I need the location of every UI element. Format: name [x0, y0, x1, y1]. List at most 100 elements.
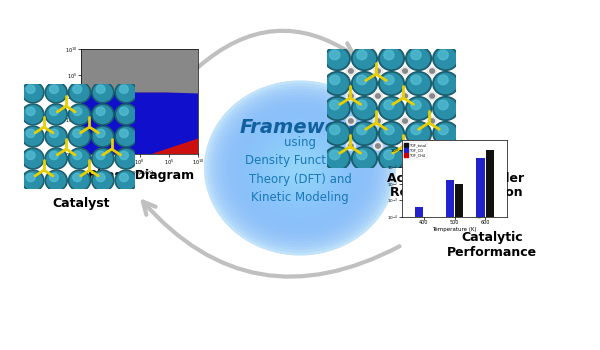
Circle shape — [430, 144, 434, 148]
Circle shape — [373, 142, 382, 150]
Ellipse shape — [207, 83, 393, 253]
Circle shape — [384, 50, 394, 60]
Circle shape — [45, 148, 67, 169]
Circle shape — [373, 67, 382, 75]
Circle shape — [435, 74, 457, 93]
Circle shape — [23, 150, 43, 168]
Circle shape — [438, 100, 448, 110]
Circle shape — [116, 106, 136, 124]
Circle shape — [50, 107, 58, 116]
Ellipse shape — [228, 102, 372, 234]
Circle shape — [68, 104, 91, 125]
Circle shape — [23, 172, 43, 190]
Circle shape — [326, 74, 348, 93]
Text: Catalytic
Performance: Catalytic Performance — [447, 231, 537, 259]
Ellipse shape — [210, 86, 390, 250]
Circle shape — [70, 106, 89, 124]
Circle shape — [401, 117, 410, 125]
Circle shape — [435, 48, 457, 69]
Circle shape — [411, 125, 421, 135]
Legend: TOF_total, TOF_CO, TOF_CH4: TOF_total, TOF_CO, TOF_CH4 — [404, 142, 427, 159]
Circle shape — [346, 67, 355, 75]
Circle shape — [94, 83, 112, 102]
Circle shape — [352, 121, 377, 145]
Circle shape — [96, 107, 105, 116]
Circle shape — [352, 97, 377, 120]
Bar — [415, 207, 424, 217]
Ellipse shape — [243, 116, 357, 220]
Circle shape — [407, 48, 430, 69]
Ellipse shape — [263, 135, 337, 201]
Circle shape — [22, 104, 44, 125]
Circle shape — [438, 125, 448, 135]
X-axis label: $P_{CO_2}(bar)$: $P_{CO_2}(bar)$ — [125, 168, 154, 178]
Ellipse shape — [260, 132, 340, 204]
Ellipse shape — [254, 127, 346, 209]
Circle shape — [26, 173, 35, 182]
Circle shape — [116, 127, 136, 146]
Circle shape — [438, 75, 448, 85]
Circle shape — [428, 67, 437, 75]
Circle shape — [329, 100, 340, 110]
Ellipse shape — [204, 80, 396, 256]
Circle shape — [92, 126, 114, 147]
Circle shape — [380, 98, 403, 119]
Circle shape — [428, 92, 437, 100]
Circle shape — [411, 100, 421, 110]
Circle shape — [115, 82, 137, 103]
Polygon shape — [81, 93, 198, 154]
Circle shape — [47, 150, 65, 168]
Circle shape — [353, 123, 376, 144]
Circle shape — [68, 126, 91, 147]
Text: Active Phase Under
Reaction Condition: Active Phase Under Reaction Condition — [388, 172, 524, 200]
Circle shape — [353, 98, 376, 119]
Circle shape — [50, 129, 58, 138]
Ellipse shape — [231, 105, 369, 231]
Ellipse shape — [225, 99, 375, 237]
Circle shape — [119, 151, 128, 160]
Circle shape — [45, 104, 67, 125]
Circle shape — [329, 150, 340, 160]
Circle shape — [356, 50, 367, 60]
Circle shape — [379, 97, 404, 120]
Circle shape — [115, 126, 137, 147]
Circle shape — [430, 119, 434, 123]
Circle shape — [94, 172, 112, 190]
Circle shape — [349, 94, 353, 98]
Circle shape — [329, 50, 340, 60]
Circle shape — [22, 126, 44, 147]
Circle shape — [380, 123, 403, 144]
Circle shape — [26, 85, 35, 93]
Ellipse shape — [278, 148, 322, 188]
Circle shape — [356, 75, 367, 85]
Circle shape — [70, 127, 89, 146]
Circle shape — [92, 82, 114, 103]
Circle shape — [433, 72, 458, 96]
Circle shape — [115, 104, 137, 125]
Circle shape — [115, 148, 137, 169]
Circle shape — [384, 150, 394, 160]
Circle shape — [68, 82, 91, 103]
Circle shape — [22, 170, 44, 191]
Circle shape — [22, 82, 44, 103]
Circle shape — [325, 47, 350, 70]
Bar — [476, 158, 485, 217]
Circle shape — [116, 83, 136, 102]
Ellipse shape — [257, 130, 343, 206]
Circle shape — [346, 142, 355, 150]
Ellipse shape — [246, 119, 354, 217]
Circle shape — [96, 173, 105, 182]
Ellipse shape — [275, 146, 325, 190]
Circle shape — [45, 82, 67, 103]
Circle shape — [96, 151, 105, 160]
Ellipse shape — [284, 154, 316, 182]
Circle shape — [94, 150, 112, 168]
Circle shape — [47, 83, 65, 102]
Circle shape — [22, 148, 44, 169]
Circle shape — [73, 129, 82, 138]
Circle shape — [26, 107, 35, 116]
Circle shape — [352, 147, 377, 170]
Ellipse shape — [251, 124, 349, 212]
Circle shape — [411, 50, 421, 60]
Circle shape — [384, 100, 394, 110]
